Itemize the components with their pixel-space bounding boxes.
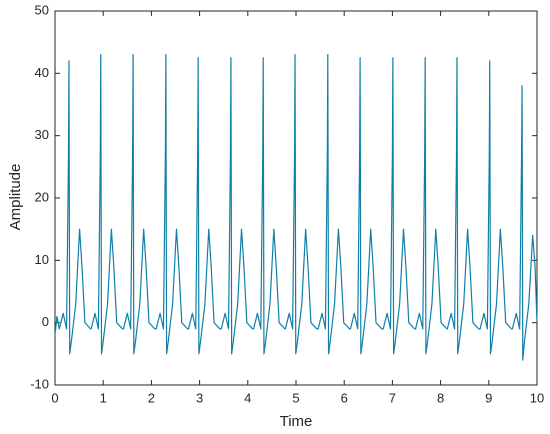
x-tick-label: 6 [341,390,348,405]
y-axis-title: Amplitude [7,164,24,231]
y-tick-label: 30 [35,127,49,142]
plot-frame [54,10,538,386]
x-tick-label: 5 [292,390,299,405]
x-tick-label: 8 [437,390,444,405]
y-tick-label: -10 [30,376,49,391]
y-tick-label: 20 [35,189,49,204]
y-tick-label: 0 [42,314,49,329]
y-tick-label: 50 [35,2,49,17]
x-tick-label: 9 [485,390,492,405]
y-tick-label: 10 [35,252,49,267]
signal-line [54,54,538,361]
x-tick-label: 1 [100,390,107,405]
x-tick-label: 4 [244,390,251,405]
x-tick-label: 2 [148,390,155,405]
x-tick-label: 0 [51,390,58,405]
x-tick-label: 10 [530,390,544,405]
x-tick-label: 7 [389,390,396,405]
x-tick-label: 3 [196,390,203,405]
x-axis-title: Time [280,413,313,430]
y-tick-label: 40 [35,65,49,80]
